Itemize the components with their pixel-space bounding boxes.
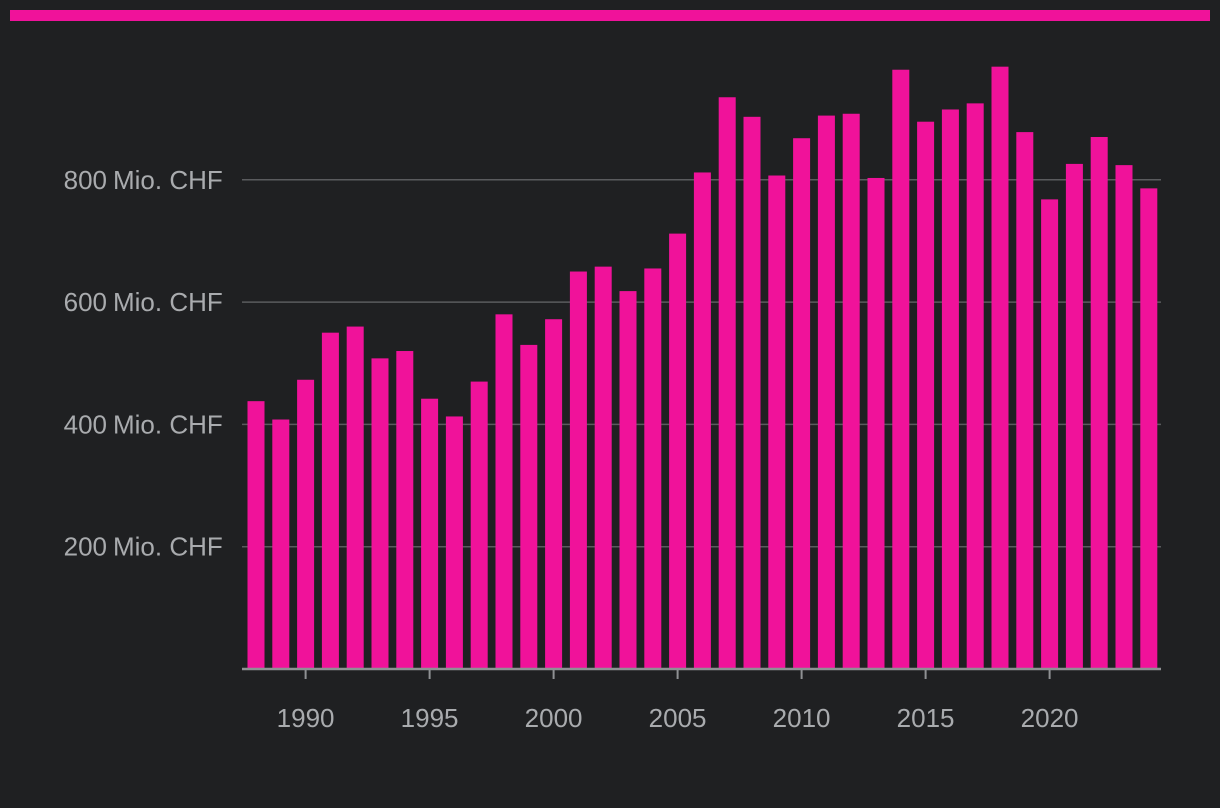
bar-2022 <box>1090 136 1108 669</box>
bar-1999 <box>520 344 538 669</box>
bar-2007 <box>718 97 736 669</box>
bar-2020 <box>1041 199 1059 670</box>
bar-2017 <box>966 103 984 670</box>
x-tick-label-2005: 2005 <box>649 703 707 733</box>
y-tick-label-200: 200 <box>64 532 107 562</box>
y-tick-unit-600: Mio. CHF <box>113 287 223 317</box>
x-axis <box>242 667 1161 679</box>
bar-1990 <box>297 379 315 669</box>
bar-2016 <box>941 109 959 670</box>
top-accent-bar <box>10 10 1210 21</box>
x-tick-label-2020: 2020 <box>1021 703 1079 733</box>
bar-1994 <box>396 351 414 669</box>
bar-2021 <box>1065 163 1083 669</box>
bar-2024 <box>1140 188 1158 669</box>
bar-1988 <box>247 401 265 669</box>
bar-1992 <box>346 326 364 669</box>
y-tick-label-600: 600 <box>64 287 107 317</box>
bar-2010 <box>793 138 811 669</box>
bar-2019 <box>1016 132 1034 669</box>
y-tick-label-800: 800 <box>64 165 107 195</box>
bar-1989 <box>272 419 290 669</box>
x-tick-label-1990: 1990 <box>277 703 335 733</box>
bar-2011 <box>817 115 835 669</box>
bar-2009 <box>768 175 786 669</box>
bar-2004 <box>644 268 662 669</box>
bar-2005 <box>669 233 687 669</box>
bar-2008 <box>743 116 761 670</box>
bar-2018 <box>991 66 1009 670</box>
bar-2012 <box>842 113 860 670</box>
x-tick-label-2010: 2010 <box>773 703 831 733</box>
bar-1995 <box>421 398 439 669</box>
y-tick-label-400: 400 <box>64 409 107 439</box>
bar-1991 <box>321 332 339 669</box>
bars <box>247 66 1158 670</box>
bar-1998 <box>495 314 513 669</box>
bar-1997 <box>470 381 488 669</box>
x-tick-label-2015: 2015 <box>897 703 955 733</box>
bar-1996 <box>445 416 463 669</box>
bar-2023 <box>1115 165 1133 669</box>
x-tick-label-2000: 2000 <box>525 703 583 733</box>
bar-2013 <box>867 177 885 669</box>
bar-2001 <box>569 271 587 669</box>
x-axis-labels: 1990 1995 2000 2005 2010 2015 2020 <box>277 703 1079 733</box>
y-tick-unit-400: Mio. CHF <box>113 409 223 439</box>
y-tick-unit-800: Mio. CHF <box>113 165 223 195</box>
bar-2002 <box>594 266 612 669</box>
bar-1993 <box>371 358 389 669</box>
bar-2006 <box>693 172 711 669</box>
x-tick-label-1995: 1995 <box>401 703 459 733</box>
bar-2003 <box>619 291 637 669</box>
bar-2014 <box>892 69 910 670</box>
bar-2015 <box>917 121 935 669</box>
bar-2000 <box>545 319 563 669</box>
y-tick-unit-200: Mio. CHF <box>113 532 223 562</box>
